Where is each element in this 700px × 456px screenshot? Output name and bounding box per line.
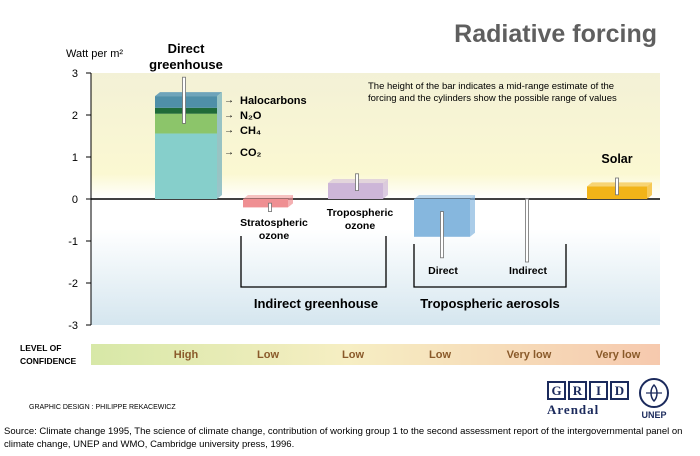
- annotation-arrow: →: [224, 110, 234, 121]
- annotation-co2: CO₂: [240, 147, 262, 159]
- unep-text: UNEP: [641, 410, 667, 420]
- confidence-label-line1: LEVEL OF: [20, 343, 61, 353]
- grid-letter: R: [568, 381, 587, 400]
- grid-letter: G: [547, 381, 566, 400]
- arendal-text: Arendal: [547, 402, 600, 417]
- tropospheric-ozone-label-line1: Tropospheric: [327, 207, 394, 219]
- aerosols-direct-range: [440, 211, 444, 259]
- grid-letters: G R I D: [547, 381, 629, 400]
- grid-letter: D: [610, 381, 629, 400]
- aerosols-indirect-range-cylinder: [525, 198, 529, 263]
- stratospheric-ozone-label-line2: ozone: [259, 230, 289, 242]
- annotation-arrow: →: [224, 125, 234, 136]
- confidence-aerosols-indirect: Very low: [507, 349, 552, 361]
- aerosols-direct-bar-depth: [470, 195, 475, 237]
- confidence-band: [91, 344, 660, 365]
- indirect-greenhouse-group-label: Indirect greenhouse: [254, 296, 378, 311]
- radiative-forcing-chart: Radiative forcing Watt per m² The height…: [20, 20, 660, 366]
- stratospheric-ozone-range-cylinder: [268, 202, 272, 212]
- co2-segment-bar: [155, 133, 217, 199]
- y-axis: 3 2 1 0 -1 -2 -3: [68, 68, 92, 332]
- direct-greenhouse-range-cylinder: [182, 76, 186, 124]
- stratospheric-ozone-label-line1: Stratospheric: [240, 217, 308, 229]
- direct-greenhouse-range: [182, 76, 186, 124]
- confidence-tropospheric-ozone: Low: [342, 349, 364, 361]
- tropospheric-ozone-bar-depth: [383, 179, 388, 199]
- tropospheric-ozone-label-line2: ozone: [345, 220, 375, 232]
- solar-bar-top: [587, 182, 652, 187]
- tropospheric-ozone-range-cylinder: [355, 173, 359, 192]
- direct-greenhouse-top-face: [155, 92, 222, 97]
- y-tick-label: 2: [72, 110, 78, 122]
- tropospheric-aerosols-bracket: [413, 244, 567, 288]
- y-tick-label: 0: [72, 194, 78, 206]
- tropospheric-aerosols-group-label: Tropospheric aerosols: [420, 296, 559, 311]
- solar-bar-depth: [647, 182, 652, 199]
- solar-range-cylinder: [615, 177, 619, 196]
- stratospheric-ozone-bar-top: [243, 195, 293, 199]
- direct-greenhouse-side-face: [217, 92, 222, 199]
- y-tick-label: 3: [72, 68, 78, 80]
- annotation-ch4: CH₄: [240, 125, 261, 137]
- n2o-segment-bar: [155, 107, 217, 114]
- confidence-aerosols-direct: Low: [429, 349, 451, 361]
- bars-layer: [155, 76, 652, 263]
- confidence-stratospheric-ozone: Low: [257, 349, 279, 361]
- stratospheric-ozone-bar-depth: [288, 195, 293, 208]
- y-tick-label: -3: [68, 320, 78, 332]
- confidence-solar: Very low: [596, 349, 641, 361]
- tropospheric-ozone-bar: [328, 183, 383, 199]
- direct-greenhouse-label-line1: Direct: [168, 41, 206, 56]
- solar-range: [615, 177, 619, 196]
- indirect-greenhouse-bracket: [240, 236, 387, 288]
- aerosols-direct-range-cylinder: [440, 211, 444, 259]
- indirect-aerosols-label: Indirect: [509, 265, 547, 277]
- source-note: Source: Climate change 1995, The science…: [4, 426, 683, 450]
- aerosols-direct-bar-top: [414, 195, 475, 199]
- y-axis-label: Watt per m²: [66, 48, 123, 60]
- y-tick-label: 1: [72, 152, 78, 164]
- segment-annotations: → Halocarbons → N₂O → CH₄ → CO₂: [224, 95, 307, 159]
- chart-note-line2: forcing and the cylinders show the possi…: [368, 93, 617, 104]
- grid-letter: I: [589, 381, 608, 400]
- annotation-arrow: →: [224, 147, 234, 158]
- stratospheric-ozone-range: [268, 202, 272, 212]
- grid-arendal-logo: G R I D Arendal: [547, 381, 629, 418]
- chart-title: Radiative forcing: [454, 20, 657, 48]
- solar-label: Solar: [601, 152, 632, 166]
- confidence-direct-greenhouse: High: [174, 349, 199, 361]
- unep-logo: UNEP: [634, 378, 674, 420]
- annotation-halocarbons: Halocarbons: [240, 95, 307, 107]
- unep-emblem-icon: [639, 378, 669, 408]
- stratospheric-ozone-bar: [243, 199, 288, 208]
- direct-greenhouse-label-line2: greenhouse: [149, 57, 223, 72]
- annotation-arrow: →: [224, 95, 234, 106]
- y-tick-label: -2: [68, 278, 78, 290]
- y-tick-label: -1: [68, 236, 78, 248]
- direct-aerosols-label: Direct: [428, 265, 458, 277]
- tropospheric-ozone-range: [355, 173, 359, 192]
- confidence-label-line2: CONFIDENCE: [20, 356, 77, 366]
- chart-note-line1: The height of the bar indicates a mid-ra…: [368, 81, 614, 92]
- ch4-segment-bar: [155, 113, 217, 134]
- aerosols-indirect-range: [525, 198, 529, 263]
- graphic-design-credit: GRAPHIC DESIGN : PHILIPPE REKACEWICZ: [29, 404, 176, 411]
- halocarbons-segment-bar: [155, 96, 217, 108]
- annotation-n2o: N₂O: [240, 110, 262, 122]
